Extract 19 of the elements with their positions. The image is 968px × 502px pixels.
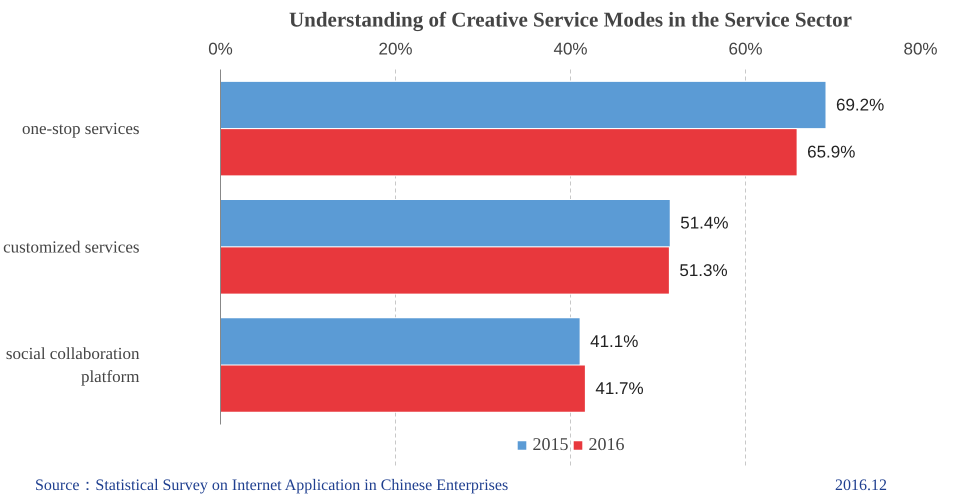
legend-label: 2016	[588, 434, 624, 455]
y-tick-label: social collaboration platform	[6, 344, 140, 386]
data-label: 65.9%	[807, 142, 856, 162]
data-label: 69.2%	[836, 95, 884, 114]
legend-label: 2015	[532, 434, 568, 455]
text: 2016.12	[835, 476, 887, 496]
source-note: Source：Statistical Survey on Internet Application in Chinese Enterprises	[35, 476, 508, 496]
y-tick-label: customized services	[3, 237, 140, 256]
y-tick-label: one-stop services	[22, 119, 140, 138]
data-label: 51.3%	[679, 260, 728, 280]
x-tick-label: 20%	[378, 40, 413, 58]
x-tick-label: 0%	[208, 40, 233, 58]
data-label: 41.7%	[595, 379, 644, 398]
chart-title: Understanding of Creative Service Modes in the Service Sector	[289, 8, 852, 32]
data-label: 41.1%	[590, 332, 638, 351]
x-tick-label: 60%	[728, 40, 763, 58]
x-tick-label: 40%	[553, 40, 588, 58]
data-label: 51.4%	[680, 214, 728, 233]
x-tick-label: 80%	[903, 40, 938, 58]
